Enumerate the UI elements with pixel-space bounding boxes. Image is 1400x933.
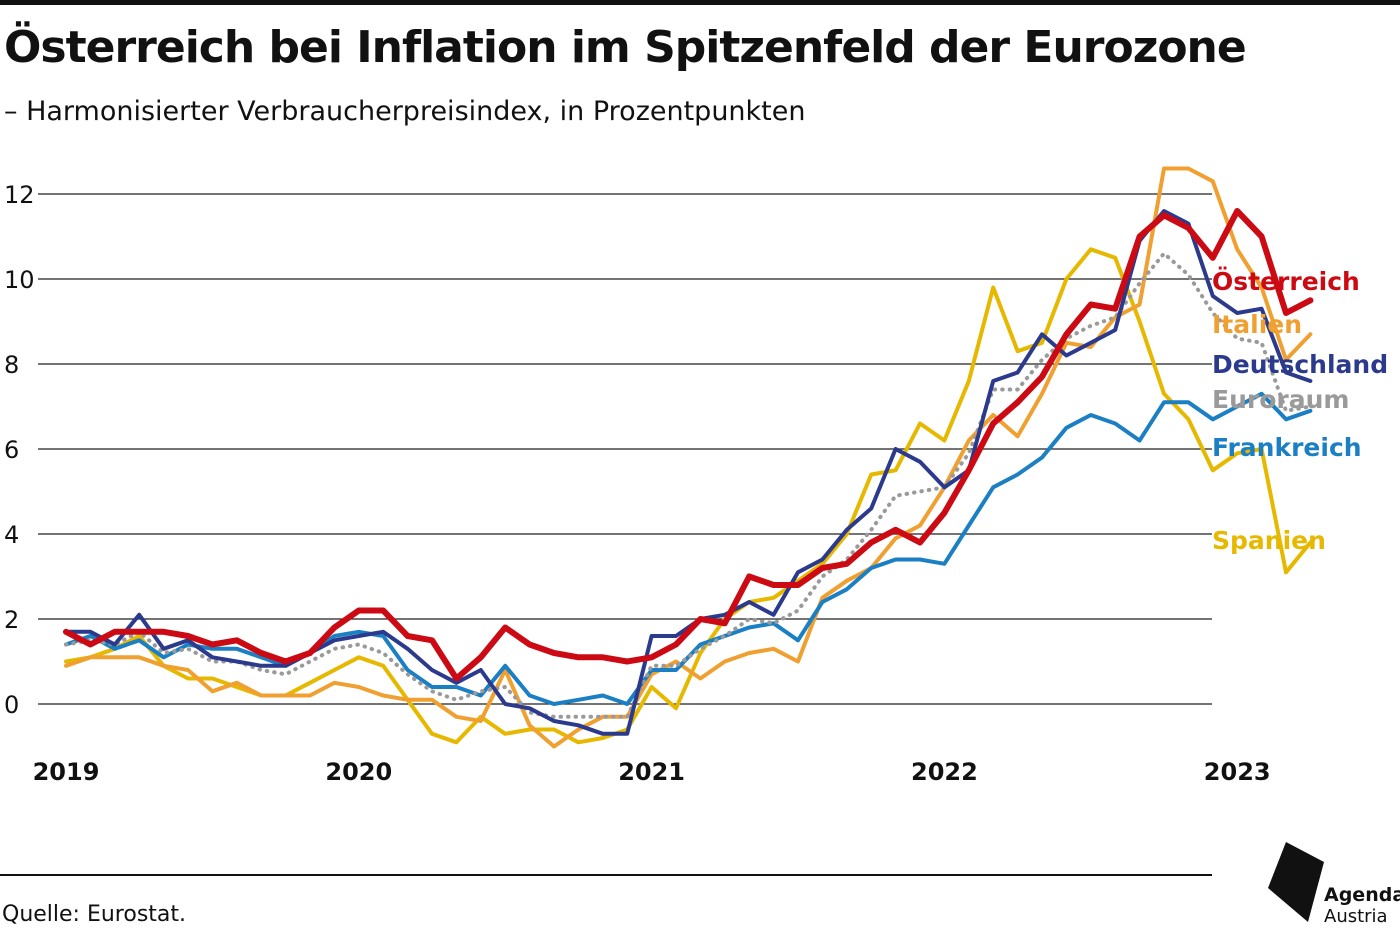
series-line xyxy=(63,208,1314,682)
series-labels: Spanien Italien Frankreich Euroraum Deutschl… xyxy=(1212,266,1388,555)
y-axis-labels: 0 2 4 6 8 10 12 xyxy=(4,181,35,719)
series-label: Euroraum xyxy=(1212,385,1349,414)
source-note: Quelle: Eurostat. xyxy=(2,902,187,927)
x-axis-labels: 2019 2020 2021 2022 2023 xyxy=(33,758,1271,786)
logo-text-agenda: Agenda xyxy=(1324,884,1400,906)
y-tick-label: 4 xyxy=(4,521,19,549)
x-tick-label: 2023 xyxy=(1204,758,1271,786)
logo-mark-icon xyxy=(1268,842,1324,922)
y-tick-label: 6 xyxy=(4,436,19,464)
x-tick-label: 2019 xyxy=(33,758,100,786)
agenda-austria-logo: Agenda Austria xyxy=(1266,840,1400,933)
y-tick-label: 0 xyxy=(4,691,19,719)
series-line xyxy=(64,391,1313,706)
y-tick-label: 10 xyxy=(4,266,35,294)
series-line xyxy=(64,251,1313,719)
series-line xyxy=(64,166,1313,749)
x-tick-label: 2021 xyxy=(618,758,685,786)
y-tick-label: 12 xyxy=(4,181,35,209)
grid-lines xyxy=(38,193,1212,705)
series-label: Spanien xyxy=(1212,526,1326,555)
y-tick-label: 8 xyxy=(4,351,19,379)
chart-subtitle: – Harmonisierter Verbraucherpreisindex, … xyxy=(4,96,806,127)
top-rule xyxy=(0,0,1400,5)
series-label: Deutschland xyxy=(1212,350,1388,379)
x-tick-label: 2022 xyxy=(911,758,978,786)
x-tick-label: 2020 xyxy=(325,758,392,786)
series-label: Italien xyxy=(1212,310,1302,339)
bottom-rule xyxy=(0,874,1212,876)
logo-text-austria: Austria xyxy=(1324,906,1388,927)
y-tick-label: 2 xyxy=(4,606,19,634)
series-lines xyxy=(63,166,1314,749)
chart-title: Österreich bei Inflation im Spitzenfeld … xyxy=(4,22,1247,73)
series-label: Österreich xyxy=(1212,266,1360,296)
series-label: Frankreich xyxy=(1212,433,1362,462)
